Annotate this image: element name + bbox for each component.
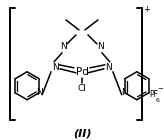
Text: N: N xyxy=(98,42,104,51)
Text: Pd: Pd xyxy=(76,67,88,77)
Text: Cl: Cl xyxy=(78,84,86,93)
Text: (II): (II) xyxy=(73,129,91,139)
Text: 6: 6 xyxy=(156,98,160,103)
Text: N: N xyxy=(121,88,128,97)
Text: +: + xyxy=(143,5,150,14)
Text: N: N xyxy=(52,63,58,72)
Text: −: − xyxy=(157,86,163,92)
Text: N: N xyxy=(36,88,43,97)
Text: PF: PF xyxy=(149,90,158,99)
Text: N: N xyxy=(105,63,112,72)
Text: N: N xyxy=(60,42,66,51)
